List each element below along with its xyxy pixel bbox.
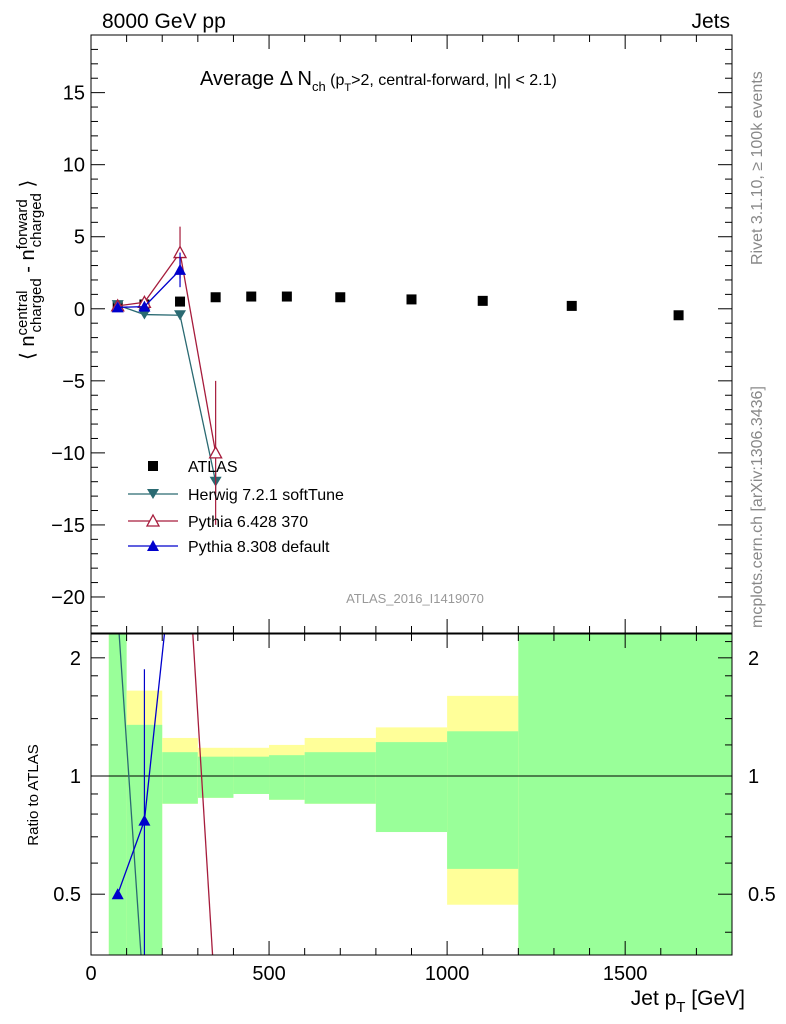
- analysis-watermark: ATLAS_2016_I1419070: [346, 591, 484, 606]
- y-tick-label: 0: [74, 299, 85, 321]
- y-tick-label: −10: [51, 443, 85, 465]
- data-point-atlas: [210, 292, 221, 303]
- series-line-pythia-8-308-default: [117, 269, 181, 308]
- y-tick-label: 5: [74, 227, 85, 249]
- ratio-y-tick-label-right: 2: [748, 648, 759, 670]
- stat-uncertainty-band: [375, 742, 448, 833]
- x-tick-label: 0: [85, 963, 96, 985]
- main-y-axis-label: ⟨ ncentralcharged - nforwardcharged ⟩: [14, 180, 45, 360]
- series-line-herwig-7-2-1-softtune: [117, 304, 217, 482]
- data-point-pythia-8-308-default: [174, 263, 187, 275]
- data-point-atlas: [673, 310, 684, 321]
- ratio-point-pythia-8-308-default: [138, 814, 151, 826]
- data-point-atlas: [175, 296, 186, 307]
- ratio-y-tick-label: 2: [70, 648, 81, 670]
- main-series-layer: [110, 226, 684, 525]
- data-point-atlas: [281, 291, 292, 302]
- x-tick-label: 500: [252, 963, 285, 985]
- y-tick-label: −15: [51, 515, 85, 537]
- legend-label-atlas: ATLAS: [188, 459, 238, 476]
- legend-label-pythia8: Pythia 8.308 default: [188, 539, 330, 556]
- legend: ATLAS Herwig 7.2.1 softTune Pythia 6.428…: [128, 459, 344, 556]
- data-point-atlas: [406, 294, 417, 305]
- stat-uncertainty-band: [304, 752, 376, 804]
- ratio-y-tick-label: 1: [70, 766, 81, 788]
- stat-uncertainty-band: [233, 756, 270, 794]
- ratio-line-pythia-6-428-370: [192, 634, 214, 955]
- ratio-plot: 0.5 0.5 1 1 2 2 0 500 1000 1500 Ratio to ATLAS Je…: [25, 633, 776, 1016]
- header-process: Jets: [691, 10, 730, 33]
- data-point-herwig-7-2-1-softtune: [138, 309, 151, 320]
- main-y-ticks: 15 10 5 0 −5 −10 −15 −20: [51, 35, 732, 633]
- data-point-herwig-7-2-1-softtune: [174, 310, 187, 321]
- data-point-atlas: [477, 295, 488, 306]
- data-point-pythia-6-428-370: [208, 445, 223, 459]
- y-tick-label: −20: [51, 587, 85, 609]
- data-point-atlas: [566, 300, 577, 311]
- x-axis-label: Jet pT [GeV]: [631, 987, 745, 1016]
- series-line-pythia-6-428-370: [117, 250, 217, 453]
- legend-marker-herwig: [147, 489, 159, 499]
- main-title: Average Δ Nch (pT>2, central-forward, |η…: [200, 68, 557, 94]
- legend-marker-pythia6: [145, 513, 161, 527]
- stat-uncertainty-band: [162, 752, 198, 804]
- y-tick-label: −5: [62, 371, 85, 393]
- ratio-y-tick-label: 0.5: [53, 884, 81, 906]
- x-tick-label: 1000: [425, 963, 470, 985]
- data-point-pythia-8-308-default: [138, 300, 151, 312]
- legend-marker-atlas: [148, 461, 158, 471]
- mcplots-label: mcplots.cern.ch [arXiv:1306.3436]: [749, 386, 766, 628]
- ratio-y-tick-label-right: 0.5: [748, 884, 776, 906]
- ratio-series-layer: [111, 634, 214, 955]
- stat-uncertainty-band: [269, 755, 305, 800]
- stat-uncertainty-band: [447, 731, 519, 869]
- data-point-atlas: [335, 292, 346, 303]
- stat-uncertainty-band: [108, 634, 127, 955]
- x-tick-label: 1500: [603, 963, 648, 985]
- ratio-y-axis-label: Ratio to ATLAS: [25, 744, 42, 845]
- legend-marker-pythia8: [147, 540, 159, 551]
- y-tick-label: 15: [63, 83, 85, 105]
- main-plot: 15 10 5 0 −5 −10 −15 −20 Average Δ Nch (pT>2, c…: [14, 34, 733, 634]
- ratio-ticks: 0.5 0.5 1 1 2 2 0 500 1000 1500: [53, 634, 776, 985]
- stat-uncertainty-band: [518, 634, 732, 955]
- legend-label-herwig: Herwig 7.2.1 softTune: [188, 487, 344, 504]
- y-tick-label: 10: [63, 155, 85, 177]
- rivet-label: Rivet 3.1.10, ≥ 100k events: [749, 71, 766, 265]
- ratio-point-pythia-8-308-default: [111, 888, 124, 900]
- legend-label-pythia6: Pythia 6.428 370: [188, 514, 308, 531]
- ratio-y-tick-label-right: 1: [748, 766, 759, 788]
- data-point-pythia-8-308-default: [111, 301, 124, 313]
- main-plot-frame: [90, 34, 733, 634]
- stat-uncertainty-band: [197, 756, 234, 798]
- header-energy: 8000 GeV pp: [102, 10, 226, 33]
- ratio-bands-layer: [91, 634, 732, 955]
- ratio-plot-frame: [90, 633, 733, 956]
- data-point-atlas: [246, 291, 257, 302]
- ratio-line-herwig-7-2-1-softtune: [118, 634, 142, 955]
